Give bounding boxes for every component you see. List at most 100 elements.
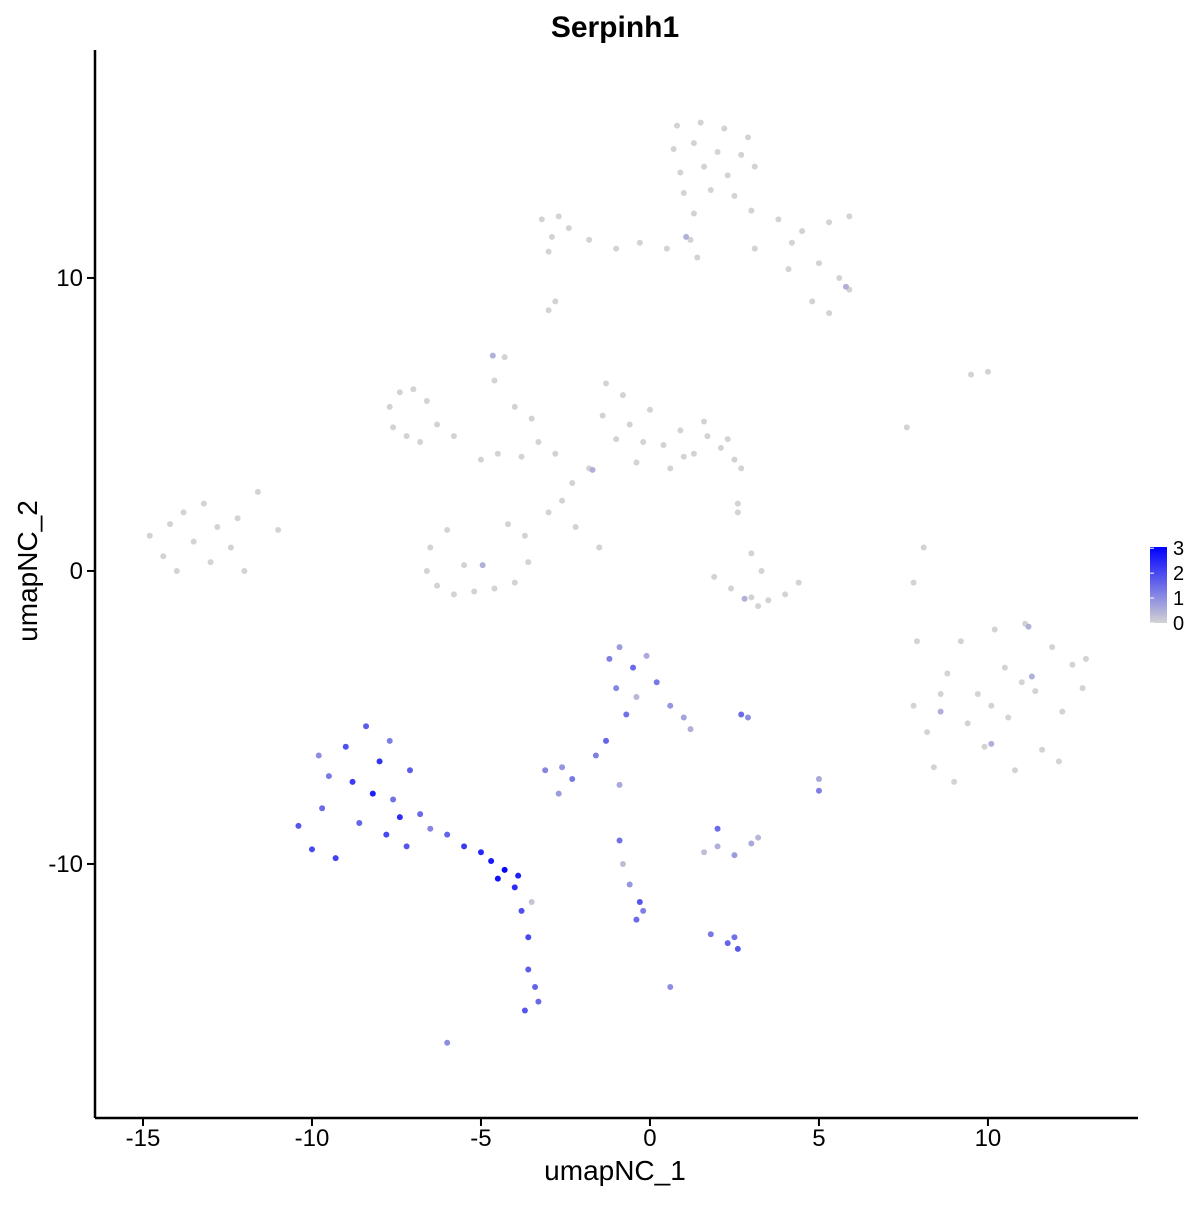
point xyxy=(521,532,528,539)
x-tick-label: -5 xyxy=(470,1125,491,1152)
point xyxy=(613,685,620,692)
point xyxy=(680,453,687,460)
x-axis-label: umapNC_1 xyxy=(544,1155,686,1186)
point xyxy=(207,559,214,566)
point xyxy=(701,163,708,170)
point xyxy=(636,239,643,246)
point xyxy=(461,562,468,569)
point xyxy=(1025,623,1032,630)
y-tick-label: 0 xyxy=(70,558,83,585)
point xyxy=(403,433,410,440)
point xyxy=(501,866,508,873)
point xyxy=(988,702,995,709)
point xyxy=(434,582,441,589)
point xyxy=(545,307,552,314)
point xyxy=(417,811,424,818)
point xyxy=(728,585,735,592)
point xyxy=(957,638,964,645)
point xyxy=(738,465,745,472)
point xyxy=(717,444,724,451)
point xyxy=(690,450,697,457)
point xyxy=(552,450,559,457)
point xyxy=(569,775,576,782)
point xyxy=(968,371,975,378)
point xyxy=(913,638,920,645)
point xyxy=(599,412,606,419)
point xyxy=(603,380,610,387)
point xyxy=(518,907,525,914)
point xyxy=(214,524,221,531)
point xyxy=(410,386,417,393)
point xyxy=(815,775,822,782)
point xyxy=(694,254,701,261)
point xyxy=(315,752,322,759)
point xyxy=(910,579,917,586)
point xyxy=(619,392,626,399)
point xyxy=(704,433,711,440)
point xyxy=(325,773,332,780)
point xyxy=(559,497,566,504)
point xyxy=(653,679,660,686)
point xyxy=(603,737,610,744)
point xyxy=(586,236,593,243)
point xyxy=(525,934,532,941)
x-tick-label: 5 xyxy=(812,1125,825,1152)
point xyxy=(376,758,383,765)
point xyxy=(782,591,789,598)
point xyxy=(332,855,339,862)
point xyxy=(275,526,282,533)
point xyxy=(535,439,542,446)
point xyxy=(616,644,623,651)
colorbar-label: 0 xyxy=(1173,613,1184,635)
point xyxy=(748,840,755,847)
point xyxy=(974,691,981,698)
point xyxy=(390,424,397,431)
point xyxy=(572,524,579,531)
point xyxy=(295,822,302,829)
point xyxy=(565,225,572,232)
point xyxy=(1069,661,1076,668)
point xyxy=(751,163,758,170)
point xyxy=(626,881,633,888)
point xyxy=(505,521,512,528)
point xyxy=(511,403,518,410)
point xyxy=(616,837,623,844)
point xyxy=(731,934,738,941)
point xyxy=(521,1007,528,1014)
point xyxy=(826,310,833,317)
point xyxy=(690,140,697,147)
colorbar-label: 1 xyxy=(1173,588,1184,610)
point xyxy=(515,872,522,879)
point xyxy=(799,228,806,235)
points xyxy=(146,119,1089,1046)
point xyxy=(690,210,697,217)
point xyxy=(920,544,927,551)
point xyxy=(1079,685,1086,692)
point xyxy=(646,406,653,413)
chart-title: Serpinh1 xyxy=(551,11,679,44)
point xyxy=(724,172,731,179)
point xyxy=(785,266,792,273)
point xyxy=(937,708,944,715)
point xyxy=(775,216,782,223)
point xyxy=(160,553,167,560)
point xyxy=(555,790,562,797)
point xyxy=(1059,708,1066,715)
point xyxy=(981,743,988,750)
point xyxy=(254,488,261,495)
point xyxy=(396,814,403,821)
point xyxy=(748,550,755,557)
point xyxy=(569,480,576,487)
point xyxy=(846,213,853,220)
point xyxy=(542,767,549,774)
point xyxy=(815,260,822,267)
point xyxy=(383,831,390,838)
point xyxy=(363,723,370,730)
point xyxy=(396,389,403,396)
point xyxy=(1039,746,1046,753)
point xyxy=(489,352,496,359)
point xyxy=(809,298,816,305)
point xyxy=(552,298,559,305)
point xyxy=(525,966,532,973)
point xyxy=(643,652,650,659)
